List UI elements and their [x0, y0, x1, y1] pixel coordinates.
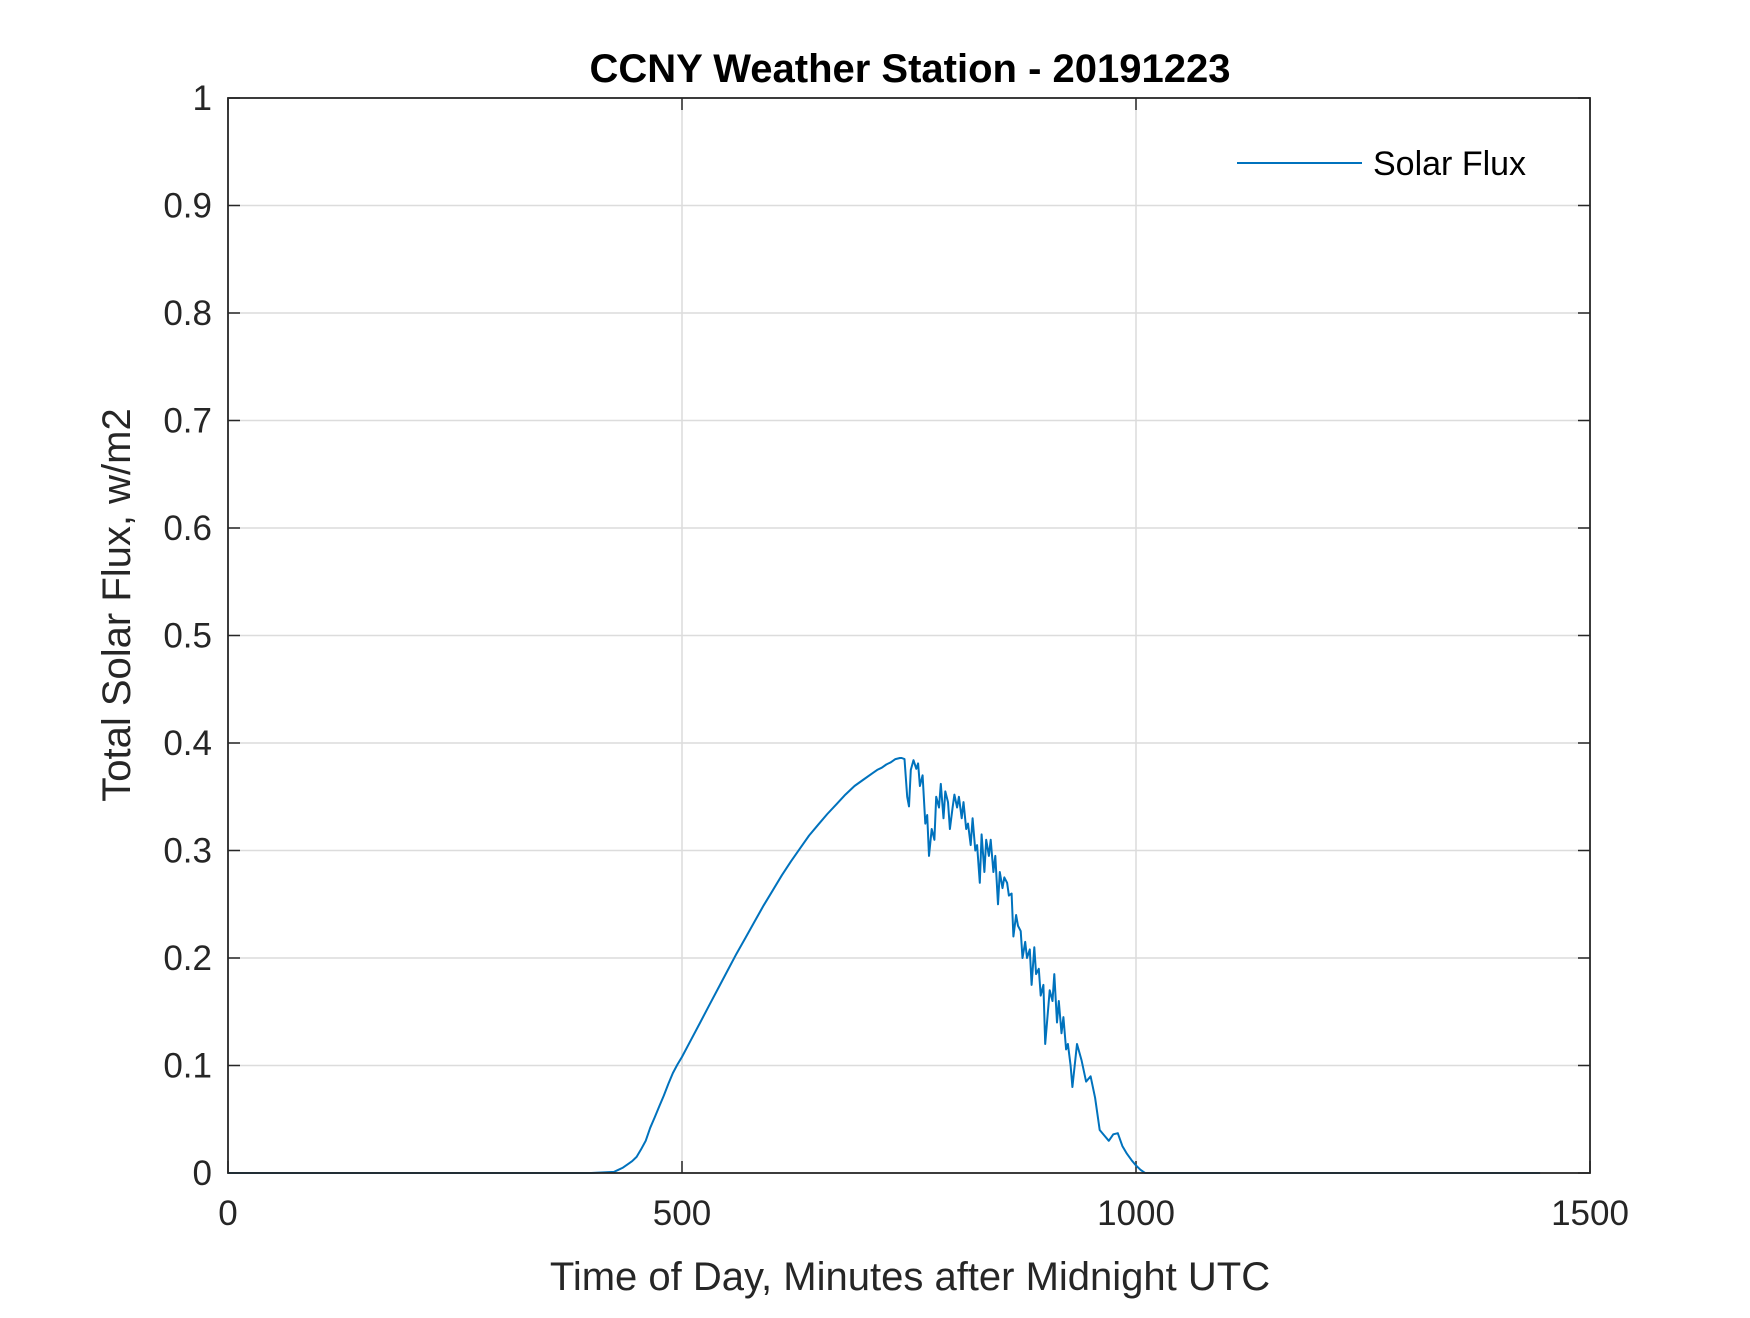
y-tick-label: 0.2: [163, 939, 212, 978]
y-tick-label: 0.9: [163, 187, 212, 226]
y-tick-label: 0.7: [163, 402, 212, 441]
plot-layer: 0 500 1000 1500 0 0.1 0.2 0.3 0.4 0.5 0.6 0.7 0.8 0.9…: [163, 79, 1629, 1233]
y-tick-label: 0.3: [163, 832, 212, 871]
axes-box: [227, 97, 1591, 1174]
legend-label: Solar Flux: [1373, 145, 1526, 183]
y-tick-label: 0.8: [163, 294, 212, 333]
y-tick-label: 0.4: [163, 724, 212, 763]
x-tick-label: 500: [653, 1194, 711, 1233]
y-tick-label: 0.1: [163, 1047, 212, 1086]
y-tick-label: 1: [193, 79, 212, 118]
x-axis-label: Time of Day, Minutes after Midnight UTC: [550, 1255, 1270, 1299]
x-tick-label: 0: [218, 1194, 237, 1233]
y-axis-label: Total Solar Flux, w/m2: [95, 408, 139, 801]
y-tick-label: 0.6: [163, 509, 212, 548]
chart-title: CCNY Weather Station - 20191223: [590, 47, 1231, 91]
y-tick-label: 0: [193, 1154, 212, 1193]
x-tick-label: 1500: [1551, 1194, 1629, 1233]
x-tick-label: 1000: [1097, 1194, 1175, 1233]
y-tick-label: 0.5: [163, 617, 212, 656]
legend: Solar Flux: [1237, 145, 1526, 183]
series-line-solar-flux: [228, 757, 1541, 1174]
